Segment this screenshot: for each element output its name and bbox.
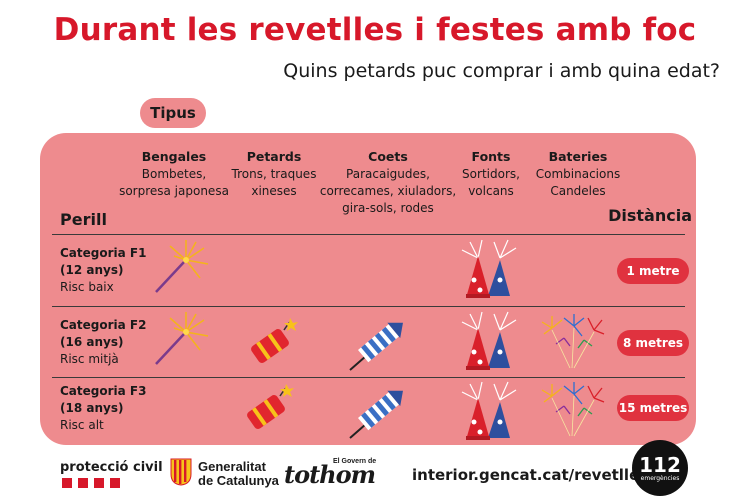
sparkler-icon	[155, 312, 209, 365]
firecracker-icon	[251, 318, 298, 363]
column-heading: Bengales	[141, 149, 207, 164]
category-risk: Risc mitjà	[60, 352, 119, 366]
distancia-label: Distància	[608, 206, 692, 225]
divider	[52, 306, 685, 307]
column-fonts: Fonts Sortidors, volcans	[456, 148, 526, 200]
distance-badge-f2: 8 metres	[617, 330, 689, 356]
column-desc: Trons, traques	[231, 167, 317, 181]
column-desc: Bombetes,	[141, 167, 207, 181]
generalitat-logo: Generalitat de Catalunya	[198, 460, 279, 488]
category-f3: Categoria F3 (18 anys) Risc alt	[60, 383, 146, 434]
emergency-number: 112	[639, 452, 681, 477]
divider	[52, 234, 685, 235]
column-heading: Fonts	[471, 149, 511, 164]
column-heading: Petards	[246, 149, 302, 164]
emergency-label: emergències	[640, 474, 680, 482]
category-name: Categoria F2	[60, 318, 147, 332]
column-petards: Petards Trons, traques xineses	[228, 148, 320, 200]
proteccio-civil-squares	[62, 478, 120, 488]
column-desc: Combinacions	[535, 167, 621, 181]
category-age: (12 anys)	[60, 263, 124, 277]
category-risk: Risc baix	[60, 280, 114, 294]
fountain-icon	[461, 239, 517, 298]
proteccio-civil-logo: protecció civil	[60, 460, 163, 475]
tipus-badge: Tipus	[140, 98, 206, 128]
generalitat-shield-icon	[170, 458, 192, 486]
column-desc: xineses	[251, 184, 297, 198]
firecracker-icon	[247, 384, 294, 429]
column-desc: Sortidors,	[462, 167, 520, 181]
battery-fireworks-icon	[541, 314, 605, 369]
page-title: Durant les revetlles i festes amb foc	[53, 12, 697, 48]
category-f1: Categoria F1 (12 anys) Risc baix	[60, 245, 146, 296]
generalitat-line1: Generalitat	[198, 459, 266, 474]
table-panel	[40, 133, 696, 445]
category-age: (16 anys)	[60, 335, 124, 349]
generalitat-line2: de Catalunya	[198, 473, 279, 488]
column-desc: correcames, xiuladors,	[319, 184, 457, 198]
column-desc: gira-sols, rodes	[342, 201, 434, 215]
rocket-icon	[349, 390, 403, 439]
column-heading: Coets	[368, 149, 408, 164]
column-desc: sorpresa japonesa	[119, 184, 229, 198]
column-desc: Candeles	[550, 184, 606, 198]
fountain-icon	[461, 381, 517, 440]
column-desc: Paracaigudes,	[346, 167, 430, 181]
perill-label: Perill	[60, 210, 107, 229]
column-heading: Bateries	[548, 149, 608, 164]
website-link[interactable]: interior.gencat.cat/revetlles	[412, 466, 649, 484]
category-age: (18 anys)	[60, 401, 124, 415]
govern-label: El Govern de	[333, 458, 377, 465]
column-coets: Coets Paracaigudes, correcames, xiulador…	[318, 148, 458, 217]
emergency-112-badge: 112 emergències	[632, 440, 688, 496]
category-risk: Risc alt	[60, 418, 104, 432]
category-f2: Categoria F2 (16 anys) Risc mitjà	[60, 317, 146, 368]
category-name: Categoria F1	[60, 246, 147, 260]
rocket-icon	[349, 322, 403, 371]
fountain-icon	[461, 311, 517, 370]
page-subtitle: Quins petards puc comprar i amb quina ed…	[283, 60, 720, 82]
divider	[52, 377, 685, 378]
tothom-logo: tothom	[284, 460, 376, 489]
category-name: Categoria F3	[60, 384, 147, 398]
column-bengales: Bengales Bombetes, sorpresa japonesa	[116, 148, 232, 200]
battery-fireworks-icon	[541, 382, 605, 437]
column-bateries: Bateries Combinacions Candeles	[532, 148, 624, 200]
distance-badge-f1: 1 metre	[617, 258, 689, 284]
column-desc: volcans	[468, 184, 514, 198]
sparkler-icon	[155, 240, 209, 293]
distance-badge-f3: 15 metres	[617, 395, 689, 421]
